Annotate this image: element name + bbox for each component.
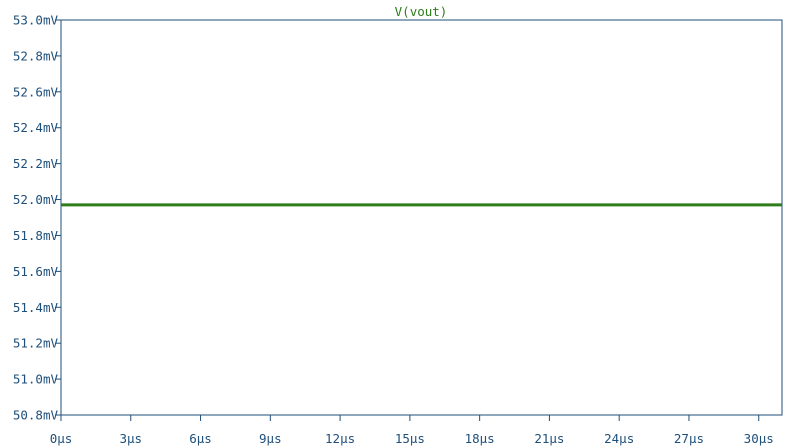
y-tick-label: 50.8mV <box>13 408 59 423</box>
x-axis: 0µs 3µs 6µs 9µs 12µs 15µs 18µs 21µs 24µs 27µs 30µs <box>50 415 774 446</box>
chart-title: V(vout) <box>395 4 448 19</box>
y-tick-label: 51.6mV <box>13 264 59 279</box>
plot-frame <box>60 19 783 416</box>
y-tick-label: 52.6mV <box>13 84 59 99</box>
y-tick-label: 51.4mV <box>13 300 59 315</box>
x-tick-label: 18µs <box>465 431 495 446</box>
y-tick-label: 52.4mV <box>13 120 59 135</box>
y-tick-label: 52.8mV <box>13 48 59 63</box>
x-tick-label: 27µs <box>674 431 704 446</box>
x-tick-label: 24µs <box>604 431 634 446</box>
x-tick-label: 9µs <box>259 431 282 446</box>
y-tick-label: 52.2mV <box>13 156 59 171</box>
x-tick-label: 6µs <box>189 431 212 446</box>
y-tick-label: 51.2mV <box>13 336 59 351</box>
x-tick-label: 15µs <box>395 431 425 446</box>
x-tick-label: 3µs <box>119 431 142 446</box>
y-tick-label: 51.8mV <box>13 228 59 243</box>
y-tick-label: 53.0mV <box>13 13 59 28</box>
x-tick-label: 21µs <box>534 431 564 446</box>
y-tick-label: 51.0mV <box>13 372 59 387</box>
y-axis: 53.0mV 52.8mV 52.6mV 52.4mV 52.2mV 52.0mV 51.8… <box>13 13 61 423</box>
x-tick-label: 12µs <box>325 431 355 446</box>
x-tick-label: 30µs <box>744 431 774 446</box>
x-tick-label: 0µs <box>50 431 73 446</box>
y-tick-label: 52.0mV <box>13 192 59 207</box>
